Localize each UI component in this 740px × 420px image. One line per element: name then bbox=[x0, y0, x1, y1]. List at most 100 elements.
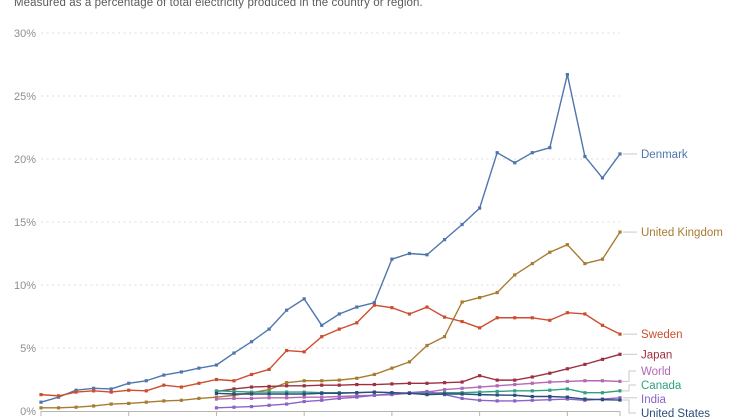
data-point bbox=[337, 312, 341, 316]
series-label-united-kingdom[interactable]: United Kingdom bbox=[641, 227, 723, 239]
data-point bbox=[600, 398, 605, 402]
data-point bbox=[232, 387, 236, 391]
data-point bbox=[372, 390, 376, 394]
data-point bbox=[249, 404, 254, 409]
data-point bbox=[407, 312, 412, 316]
data-point bbox=[583, 154, 587, 159]
series-label-canada[interactable]: Canada bbox=[641, 380, 682, 392]
data-point bbox=[530, 316, 534, 320]
data-point bbox=[530, 151, 534, 155]
data-point bbox=[460, 222, 464, 227]
data-point bbox=[513, 389, 517, 393]
data-point bbox=[337, 378, 341, 382]
data-point bbox=[285, 308, 289, 312]
data-point bbox=[267, 384, 271, 389]
series-path-japan bbox=[216, 353, 621, 393]
data-point bbox=[372, 372, 376, 377]
data-point bbox=[232, 405, 236, 409]
data-point bbox=[390, 366, 394, 370]
data-point bbox=[407, 360, 412, 364]
series-label-sweden[interactable]: Sweden bbox=[641, 329, 683, 341]
data-point bbox=[74, 390, 78, 394]
data-point bbox=[495, 151, 499, 155]
y-tick-label-10: 10% bbox=[14, 280, 36, 292]
data-point bbox=[530, 394, 534, 399]
data-point bbox=[302, 384, 306, 388]
data-point bbox=[425, 393, 429, 397]
data-point bbox=[565, 243, 569, 247]
data-point bbox=[548, 318, 552, 322]
data-point bbox=[372, 303, 376, 307]
data-point bbox=[285, 402, 289, 406]
data-point bbox=[92, 386, 96, 390]
data-point bbox=[92, 404, 96, 408]
data-point bbox=[583, 261, 587, 266]
data-point bbox=[530, 375, 534, 379]
data-point bbox=[495, 399, 499, 403]
data-point bbox=[39, 406, 43, 410]
data-point bbox=[442, 392, 447, 396]
data-point bbox=[214, 389, 219, 393]
data-point bbox=[565, 397, 569, 401]
data-point bbox=[355, 321, 359, 325]
data-point bbox=[337, 391, 341, 395]
data-point bbox=[407, 391, 412, 395]
series-label-japan[interactable]: Japan bbox=[641, 349, 672, 361]
data-point bbox=[302, 392, 306, 396]
data-point bbox=[249, 392, 254, 396]
data-point bbox=[249, 390, 254, 394]
series-line-united-states[interactable] bbox=[214, 390, 622, 402]
series-label-india[interactable]: India bbox=[641, 394, 667, 406]
data-point bbox=[337, 327, 341, 331]
series-line-sweden[interactable] bbox=[39, 303, 622, 398]
data-point bbox=[583, 397, 587, 401]
data-point bbox=[565, 395, 569, 399]
data-point bbox=[355, 382, 359, 387]
data-point bbox=[214, 397, 219, 401]
series-path-united-kingdom bbox=[41, 231, 621, 409]
data-point bbox=[442, 315, 447, 319]
data-point bbox=[74, 405, 78, 409]
y-tick-label-5: 5% bbox=[20, 343, 36, 355]
data-point bbox=[302, 379, 306, 383]
data-point bbox=[460, 392, 464, 396]
data-point bbox=[513, 378, 517, 382]
data-point bbox=[513, 316, 517, 320]
series-line-denmark[interactable] bbox=[39, 72, 622, 404]
data-point bbox=[355, 395, 359, 399]
data-point bbox=[355, 391, 359, 395]
data-point bbox=[495, 393, 499, 397]
data-point bbox=[197, 381, 201, 385]
data-point bbox=[530, 389, 534, 393]
series-label-united-states[interactable]: United States bbox=[641, 408, 710, 420]
label-connector-world bbox=[622, 370, 636, 382]
data-point bbox=[478, 385, 482, 389]
data-point bbox=[302, 390, 306, 394]
data-point bbox=[179, 398, 183, 402]
data-point bbox=[372, 382, 376, 387]
data-point bbox=[302, 395, 306, 399]
data-point bbox=[355, 305, 359, 309]
data-point bbox=[495, 389, 499, 394]
data-point bbox=[232, 351, 236, 355]
label-connector-canada bbox=[622, 384, 636, 392]
series-path-united-states bbox=[216, 391, 621, 401]
data-point bbox=[162, 383, 166, 387]
data-point bbox=[267, 390, 271, 394]
y-tick-label-25: 25% bbox=[14, 91, 36, 103]
data-point bbox=[179, 385, 183, 389]
data-point bbox=[267, 392, 271, 396]
data-point bbox=[267, 327, 271, 331]
series-label-world[interactable]: World bbox=[641, 366, 671, 378]
series-label-denmark[interactable]: Denmark bbox=[641, 149, 688, 161]
data-point bbox=[600, 357, 605, 361]
series-line-india[interactable] bbox=[214, 389, 622, 410]
series-line-united-kingdom[interactable] bbox=[39, 230, 622, 410]
data-point bbox=[355, 376, 359, 380]
data-point bbox=[478, 393, 482, 397]
data-point bbox=[144, 400, 148, 404]
data-point bbox=[127, 381, 131, 385]
data-point bbox=[285, 348, 289, 353]
